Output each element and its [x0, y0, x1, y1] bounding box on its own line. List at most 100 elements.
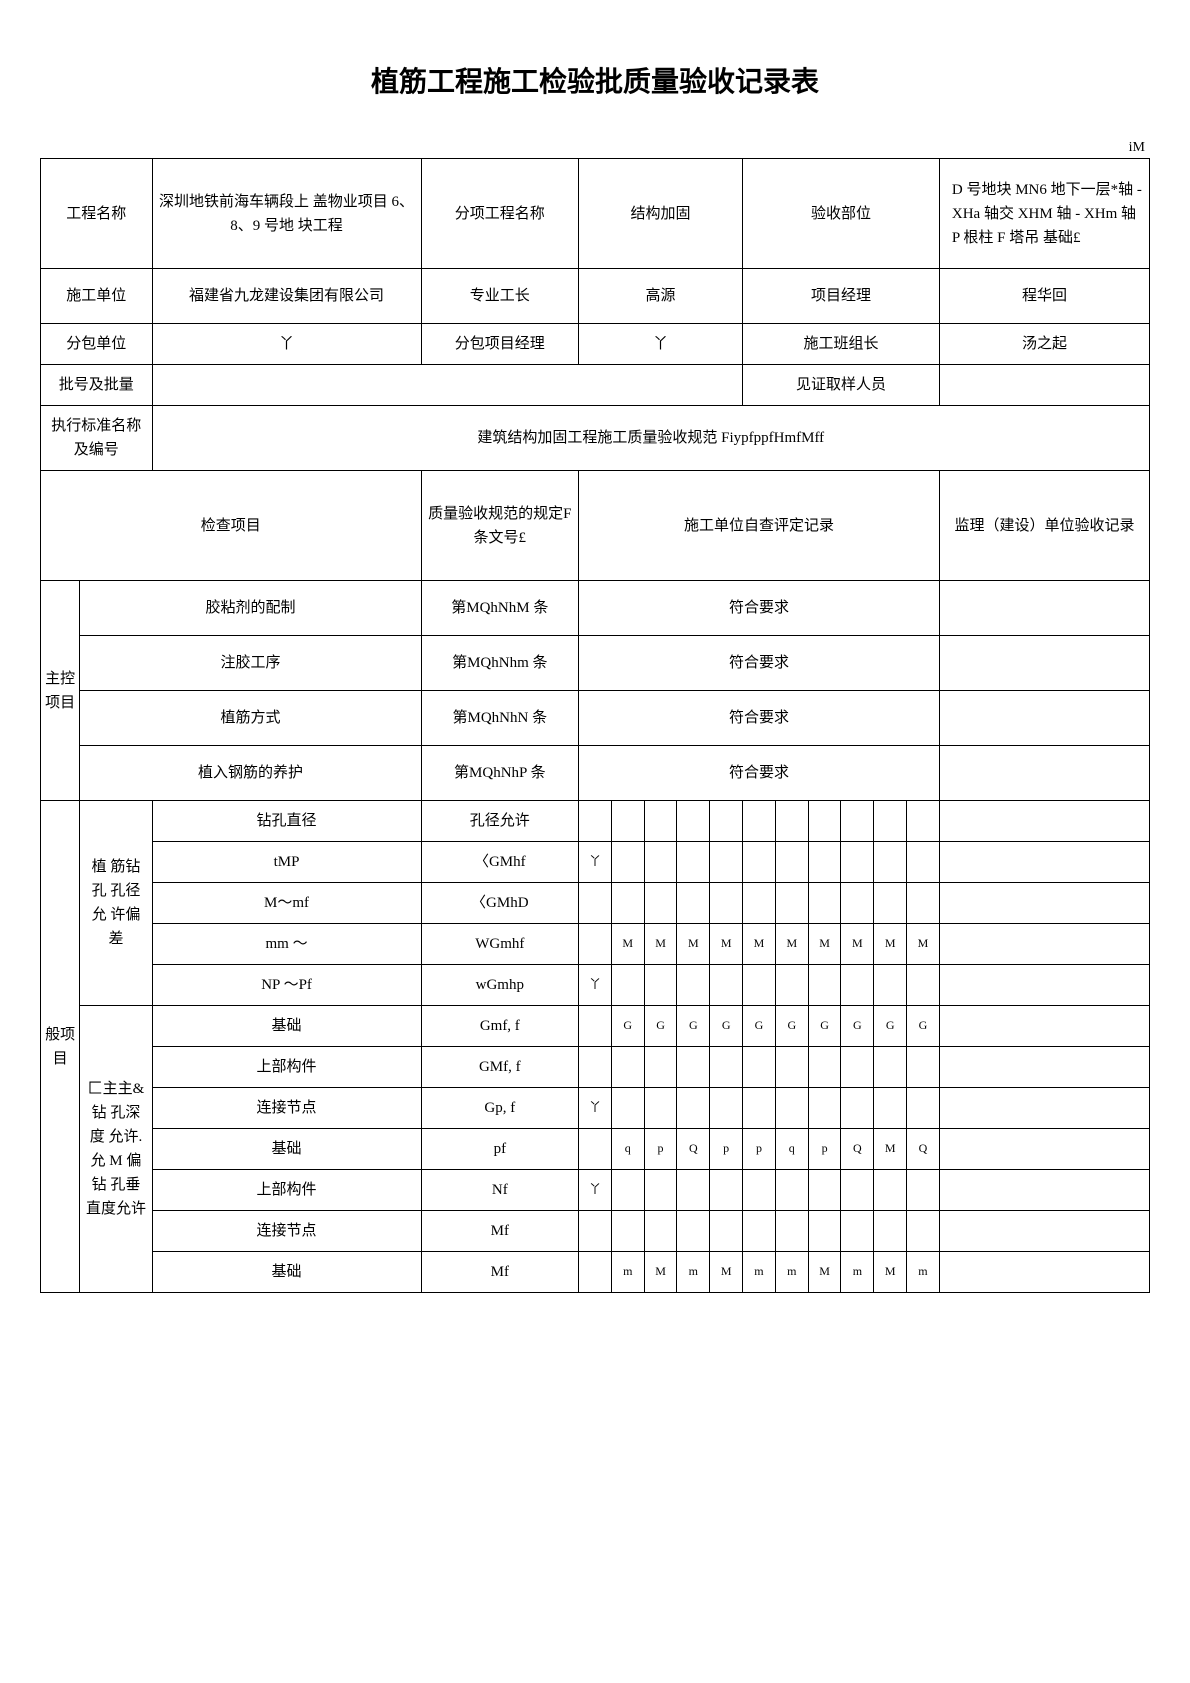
general-item-cell	[907, 883, 940, 924]
page-title: 植筋工程施工检验批质量验收记录表	[40, 60, 1150, 100]
main-item-spec: 第MQhNhN 条	[421, 691, 578, 746]
general-item-cell	[611, 1088, 644, 1129]
foreman-label: 专业工长	[421, 269, 578, 324]
general-item-cell	[743, 883, 776, 924]
general-item-cell	[644, 1047, 677, 1088]
general-group-label: 般项目	[41, 801, 80, 1293]
main-item-name: 注胶工序	[80, 636, 421, 691]
general-item-cell: M	[743, 924, 776, 965]
general-item-cell	[808, 965, 841, 1006]
general-item-sup	[939, 1252, 1149, 1293]
general-item-name: M〜mf	[152, 883, 421, 924]
general-item-tick	[579, 1211, 612, 1252]
general-item-cell	[611, 1170, 644, 1211]
main-item-name: 植筋方式	[80, 691, 421, 746]
general-item-cell	[907, 1211, 940, 1252]
general-item-cell: G	[677, 1006, 710, 1047]
general-item-sup	[939, 1006, 1149, 1047]
general-item-tick: 丫	[579, 965, 612, 1006]
general-item-sup	[939, 1170, 1149, 1211]
general-item-tick	[579, 1047, 612, 1088]
general-item-cell	[808, 883, 841, 924]
general-item-cell	[710, 1170, 743, 1211]
general-item-cell	[743, 1088, 776, 1129]
general-item-spec: 〈GMhf	[421, 842, 578, 883]
general-item-cell	[644, 1211, 677, 1252]
general-item-sup	[939, 965, 1149, 1006]
general-item-cell: m	[743, 1252, 776, 1293]
general-item-cell	[743, 965, 776, 1006]
general-item-cell	[743, 1170, 776, 1211]
general-item-cell	[710, 1088, 743, 1129]
main-item-name: 胶粘剂的配制	[80, 581, 421, 636]
general-item-tick: 丫	[579, 1088, 612, 1129]
general-item-cell	[644, 1170, 677, 1211]
general-item-sup	[939, 801, 1149, 842]
foreman: 高源	[579, 269, 743, 324]
general-item-spec: 孔径允许	[421, 801, 578, 842]
general-item-cell	[743, 801, 776, 842]
accept-part-label: 验收部位	[743, 159, 940, 269]
general-item-cell	[907, 801, 940, 842]
general-item-cell	[644, 842, 677, 883]
general-item-tick	[579, 1006, 612, 1047]
general-item-cell	[611, 801, 644, 842]
general-item-name: 连接节点	[152, 1211, 421, 1252]
inspection-table: 工程名称 深圳地铁前海车辆段上 盖物业项目 6、8、9 号地 块工程 分项工程名…	[40, 158, 1150, 1293]
general-item-cell: G	[644, 1006, 677, 1047]
general-item-cell	[677, 1211, 710, 1252]
general-item-cell: m	[841, 1252, 874, 1293]
general-item-cell	[611, 965, 644, 1006]
general-item-cell	[677, 1170, 710, 1211]
subcontractor: 丫	[152, 324, 421, 365]
general-item-cell	[874, 1211, 907, 1252]
general-item-cell: M	[775, 924, 808, 965]
general-item-cell	[874, 1088, 907, 1129]
general-item-cell	[743, 1047, 776, 1088]
general-item-cell	[775, 965, 808, 1006]
general-item-cell	[907, 1047, 940, 1088]
general-item-cell	[775, 1211, 808, 1252]
subcontractor-label: 分包单位	[41, 324, 153, 365]
team-leader-label: 施工班组长	[743, 324, 940, 365]
general-item-cell	[808, 1170, 841, 1211]
general-item-sup	[939, 883, 1149, 924]
general-item-cell	[775, 1047, 808, 1088]
general-item-cell	[874, 883, 907, 924]
sub-project: 结构加固	[579, 159, 743, 269]
general-item-cell	[644, 801, 677, 842]
general-item-cell	[743, 1211, 776, 1252]
general-item-cell: m	[775, 1252, 808, 1293]
general-item-sup	[939, 842, 1149, 883]
general-item-cell	[841, 883, 874, 924]
general-item-cell	[874, 801, 907, 842]
general-item-tick	[579, 924, 612, 965]
witness-label: 见证取样人员	[743, 365, 940, 406]
general-item-cell	[907, 842, 940, 883]
general-item-cell	[874, 1170, 907, 1211]
general-subgroup-2: 匚主主&钻 孔深度 允许. 允 M 偏钻 孔垂直度允许	[80, 1006, 152, 1293]
general-item-cell	[743, 842, 776, 883]
general-item-cell: M	[874, 924, 907, 965]
sub-project-label: 分项工程名称	[421, 159, 578, 269]
main-item-result: 符合要求	[579, 636, 940, 691]
sub-pm: 丫	[579, 324, 743, 365]
general-item-cell	[644, 965, 677, 1006]
general-item-cell: G	[841, 1006, 874, 1047]
general-item-cell	[808, 1088, 841, 1129]
self-check-label: 施工单位自查评定记录	[579, 471, 940, 581]
general-item-cell	[775, 842, 808, 883]
general-item-cell	[841, 1211, 874, 1252]
general-item-cell	[611, 1211, 644, 1252]
general-item-cell	[677, 801, 710, 842]
general-item-cell: Q	[677, 1129, 710, 1170]
batch-value	[152, 365, 743, 406]
general-item-cell	[611, 842, 644, 883]
general-item-cell: M	[644, 924, 677, 965]
general-item-spec: Mf	[421, 1252, 578, 1293]
general-item-cell	[710, 883, 743, 924]
general-item-cell: m	[677, 1252, 710, 1293]
general-item-cell: M	[874, 1129, 907, 1170]
main-item-result: 符合要求	[579, 746, 940, 801]
supervision-label: 监理（建设）单位验收记录	[939, 471, 1149, 581]
